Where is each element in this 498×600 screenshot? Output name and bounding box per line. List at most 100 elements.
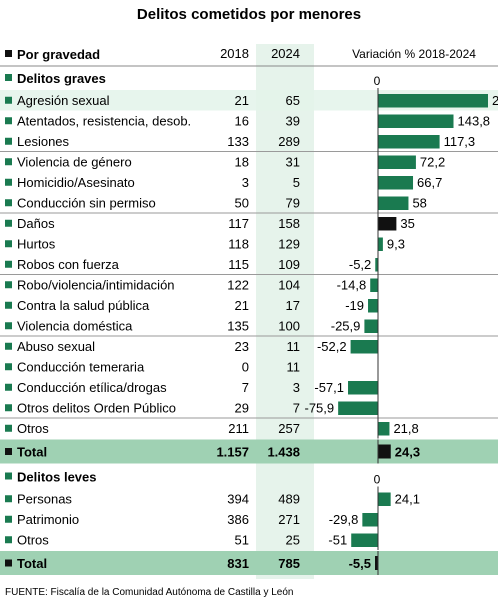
variation-bar [378,217,397,231]
variation-label: 35 [400,216,414,231]
row-value-2018: 21 [235,93,249,108]
row-label: Agresión sexual [17,93,110,108]
variation-label: 66,7 [417,175,442,190]
zero-axis-label: 0 [374,473,381,487]
row-bullet [5,536,12,544]
row-value-2024: 289 [278,134,300,149]
row-value-2018: 386 [227,512,249,527]
table-body: Delitos graves 0 Agresión sexual 21 65 209,5 A… [0,71,498,575]
row-label: Robos con fuerza [17,257,120,272]
header-section-label: Por gravedad [17,47,100,62]
total-value-2024: 1.438 [267,445,300,460]
row-bullet [5,96,12,104]
variation-label: 117,3 [444,134,476,149]
row-value-2024: 11 [287,359,301,374]
header-variation: Variación % 2018-2024 [352,47,476,61]
group-heading: Delitos leves [17,470,97,485]
variation-label: 58 [412,195,426,210]
row-value-2024: 25 [286,532,300,547]
row-bullet [5,178,12,186]
row-value-2024: 11 [287,339,301,354]
row-label: Contra la salud pública [17,298,150,313]
variation-bar [348,381,378,395]
row-value-2018: 133 [227,134,249,149]
total-bullet [5,559,12,567]
row-value-2024: 271 [278,512,300,527]
row-bullet [5,301,12,309]
variation-label: -52,2 [317,339,347,354]
variation-label: -25,9 [331,318,361,333]
row-bullet [5,424,12,432]
row-bullet [5,383,12,391]
row-label: Otros delitos Orden Público [17,400,176,415]
variation-bar [375,258,378,272]
row-label: Robo/violencia/intimidación [17,277,175,292]
row-bullet [5,117,12,125]
row-value-2018: 7 [242,380,249,395]
variation-bar [378,176,414,190]
row-label: Otros [17,421,49,436]
row-value-2018: 3 [242,175,249,190]
row-highlight [0,90,498,111]
variation-label: 24,1 [395,491,420,506]
row-bullet [5,515,12,523]
variation-label: -75,9 [305,400,335,415]
group-bullet [5,74,12,81]
total-value-2024: 785 [278,556,300,571]
total-label: Total [17,556,47,571]
variation-bar [378,155,416,169]
row-label: Lesiones [17,134,70,149]
row-label: Patrimonio [17,512,79,527]
row-value-2018: 118 [228,236,249,251]
row-value-2018: 115 [228,257,249,272]
variation-label: 9,3 [387,236,405,251]
variation-bar [338,401,378,415]
total-variation-bar [378,444,391,459]
row-bullet [5,260,12,268]
variation-bar [378,237,383,251]
row-label: Daños [17,216,55,231]
variation-bar [378,114,454,128]
row-value-2024: 109 [278,257,300,272]
variation-label: -19 [345,298,364,313]
column-2024-background [256,44,314,579]
row-value-2018: 18 [235,154,249,169]
variation-bar [378,422,390,436]
total-value-2018: 831 [227,556,249,571]
row-label: Conducción sin permiso [17,195,156,210]
zero-axis-label: 0 [374,74,381,88]
row-label: Violencia doméstica [17,318,133,333]
row-value-2018: 50 [235,195,249,210]
variation-label: 143,8 [458,113,491,128]
total-variation-label: -5,5 [349,556,371,571]
row-bullet [5,342,12,350]
variation-label: 72,2 [420,154,445,169]
variation-label: -51 [328,532,347,547]
row-bullet [5,322,12,330]
row-label: Atentados, resistencia, desob. [17,113,191,128]
total-bullet [5,448,12,455]
header-bullet [5,50,12,57]
variation-bar [378,196,409,210]
row-value-2018: 29 [235,400,249,415]
row-value-2024: 5 [293,175,300,190]
row-value-2018: 21 [235,298,249,313]
row-value-2024: 7 [293,400,300,415]
variation-bar [350,340,378,354]
total-row-background [0,439,498,464]
row-label: Homicidio/Asesinato [17,175,135,190]
row-value-2024: 489 [278,491,300,506]
row-label: Violencia de género [17,154,132,169]
row-value-2018: 16 [235,113,249,128]
row-label: Conducción temeraria [17,359,145,374]
row-label: Hurtos [17,236,56,251]
variation-bar [378,492,391,506]
row-value-2018: 394 [227,491,249,506]
row-value-2024: 31 [286,154,300,169]
row-value-2024: 100 [278,318,300,333]
variation-label: 21,8 [393,421,418,436]
row-value-2018: 51 [235,532,249,547]
row-bullet [5,158,12,166]
variation-label: 209,5 [492,93,498,108]
